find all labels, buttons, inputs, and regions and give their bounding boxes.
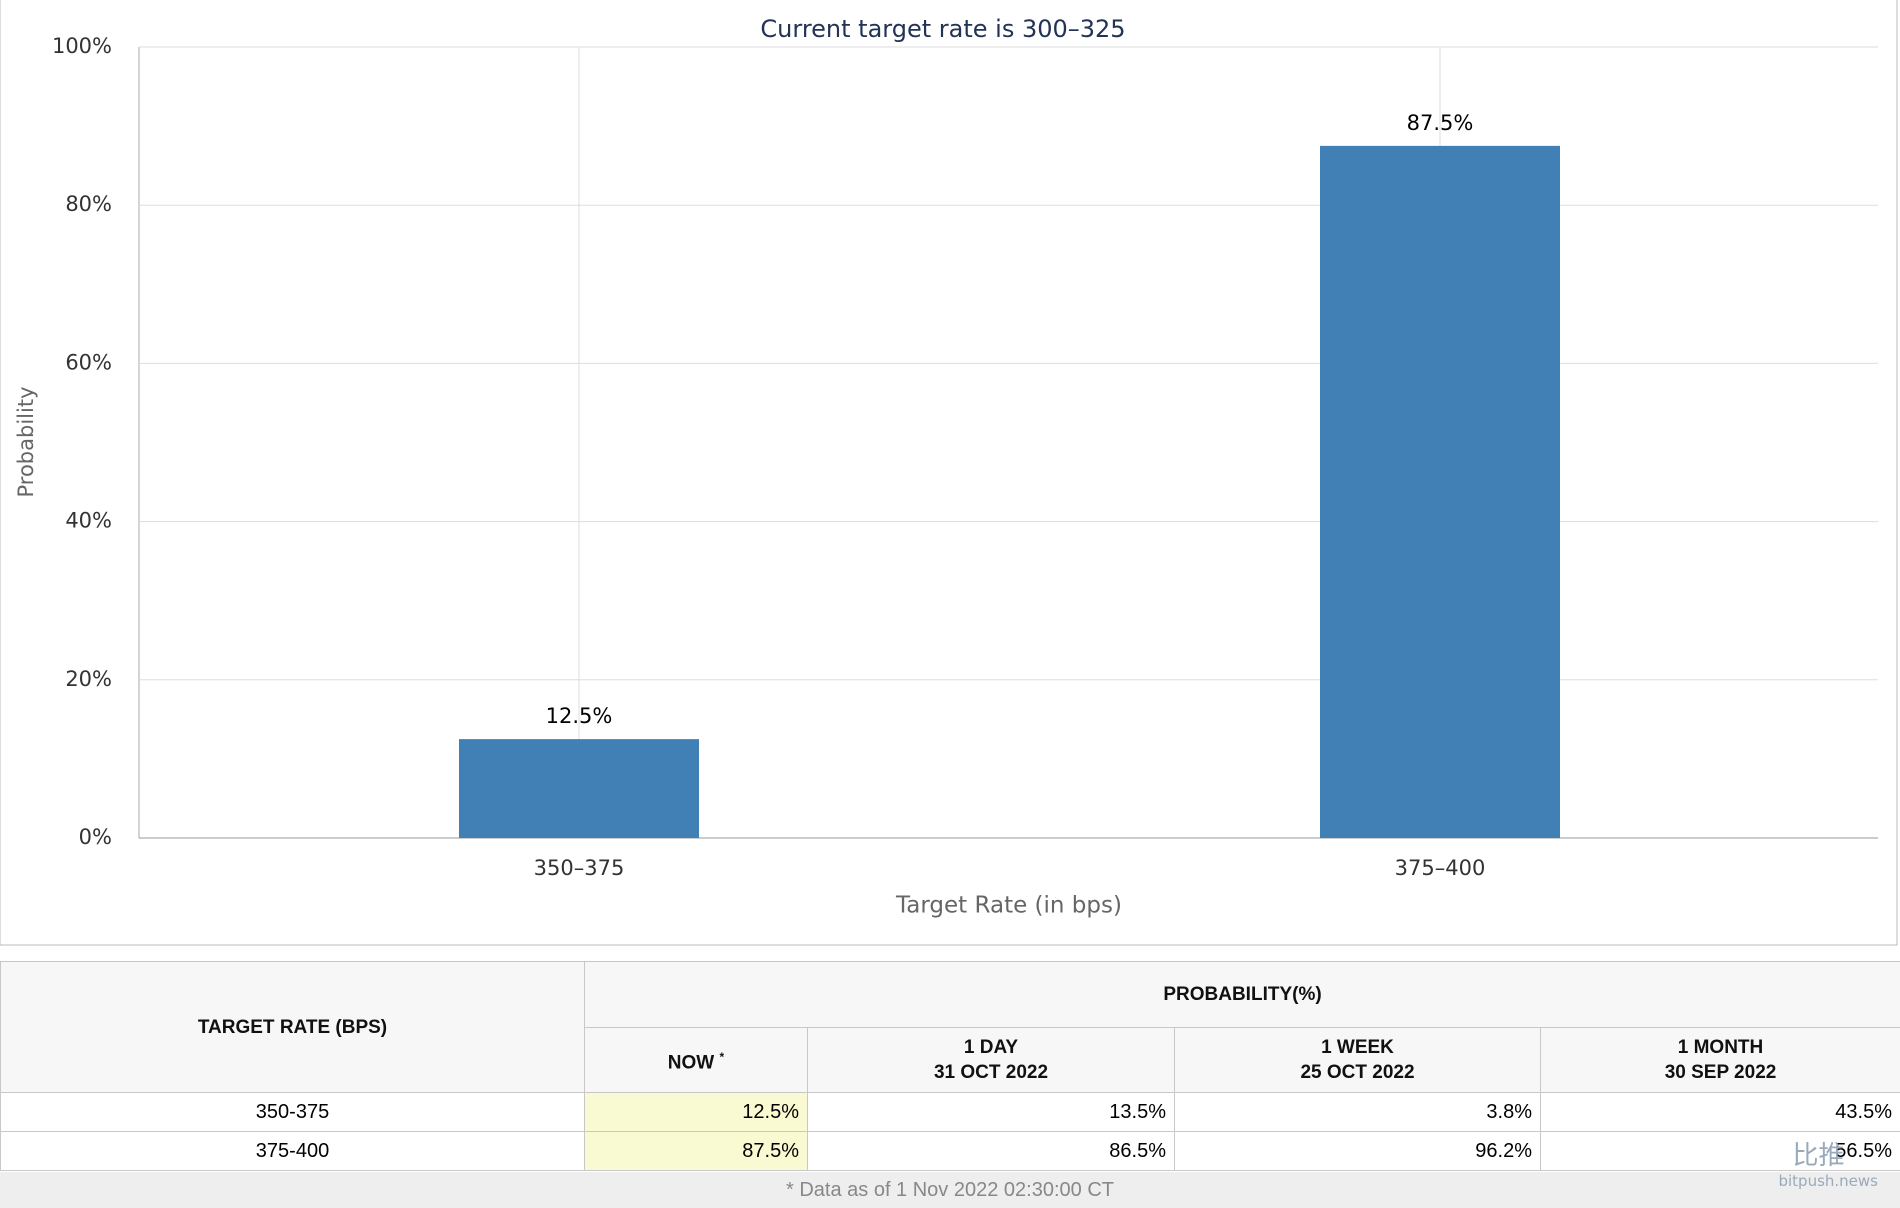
y-axis-title: Probability <box>14 386 38 497</box>
header-cell: PROBABILITY(%) <box>583 961 1900 1028</box>
chart: Current target rate is 300–325 Probabili… <box>0 0 1898 946</box>
y-tick-label: 60% <box>65 350 112 374</box>
y-tick-label: 80% <box>65 192 112 216</box>
header-text: NOW <box>667 1052 715 1074</box>
probability-table: TARGET RATE (BPS) PROBABILITY(%) NOW * 1 … <box>0 961 1900 1171</box>
cell: 56.5% <box>1539 1131 1900 1171</box>
cell: 375-400 <box>0 1131 585 1171</box>
y-tick-label: 40% <box>65 509 112 533</box>
footnote: * Data as of 1 Nov 2022 02:30:00 CT <box>0 1172 1900 1208</box>
x-tick-label: 350–375 <box>534 856 625 880</box>
cell: 96.2% <box>1174 1131 1541 1171</box>
header-text: 1 WEEK <box>1321 1037 1394 1058</box>
chart-frame <box>0 0 1898 946</box>
cell: 87.5% <box>584 1131 808 1171</box>
watermark-logo: 比推 <box>1792 1141 1845 1171</box>
cell: 13.5% <box>807 1092 1175 1132</box>
header-cell: TARGET RATE (BPS) <box>0 961 585 1093</box>
y-tick-label: 100% <box>52 34 112 58</box>
data-label: 87.5% <box>1407 111 1474 135</box>
cell: 43.5% <box>1539 1092 1900 1132</box>
header-text: 1 MONTH <box>1677 1037 1764 1058</box>
header-date: 31 OCT 2022 <box>933 1062 1049 1083</box>
data-label: 12.5% <box>546 704 613 728</box>
cell: 3.8% <box>1174 1092 1541 1132</box>
bar <box>459 739 699 838</box>
y-tick-label: 20% <box>65 667 112 691</box>
y-tick-label: 0% <box>79 825 112 849</box>
footnote-mark: * <box>719 1049 725 1064</box>
bar <box>1320 145 1560 838</box>
watermark: 比推 bitpush.news <box>1778 1135 1878 1190</box>
header-cell: 1 WEEK 25 OCT 2022 <box>1174 1027 1541 1093</box>
cell: 86.5% <box>807 1131 1175 1171</box>
x-axis-title: Target Rate (in bps) <box>895 893 1122 919</box>
header-cell: NOW * <box>584 1027 808 1093</box>
header-date: 30 SEP 2022 <box>1664 1062 1777 1083</box>
x-tick-label: 375–400 <box>1395 856 1486 880</box>
header-cell: 1 DAY 31 OCT 2022 <box>807 1027 1175 1093</box>
chart-title: Current target rate is 300–325 <box>760 15 1125 43</box>
cell: 12.5% <box>584 1092 808 1132</box>
cell: 350-375 <box>0 1092 585 1132</box>
header-text: 1 DAY <box>963 1037 1019 1058</box>
header-cell: 1 MONTH 30 SEP 2022 <box>1539 1027 1900 1093</box>
header-date: 25 OCT 2022 <box>1300 1062 1415 1083</box>
watermark-url: bitpush.news <box>1778 1172 1878 1190</box>
